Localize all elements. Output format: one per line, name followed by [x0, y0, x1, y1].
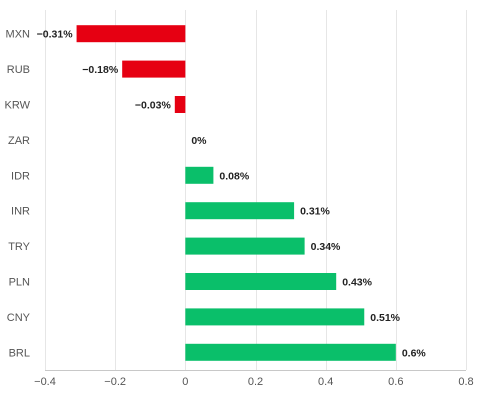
bar [185, 166, 214, 184]
category-label: KRW [5, 100, 31, 112]
category-label: MXN [6, 29, 31, 41]
data-label: 0.34% [311, 241, 341, 253]
bar [185, 343, 396, 361]
data-label: 0.51% [370, 312, 400, 324]
x-tick-label: 0.6 [388, 376, 403, 388]
bar [185, 273, 337, 290]
data-labels: −0.31% −0.18% −0.03% 0% 0.08% 0.31% 0.34% 0.43%… [37, 29, 427, 360]
x-tick-label: −0.2 [104, 376, 126, 388]
category-label: RUB [7, 64, 30, 76]
x-tick-label: 0.8 [458, 376, 473, 388]
value-axis: −0.4 −0.2 0 0.2 0.4 0.6 0.8 [34, 370, 474, 388]
data-label: −0.03% [135, 100, 172, 112]
x-tick-label: 0.4 [318, 376, 333, 388]
x-tick-label: 0 [182, 376, 188, 388]
bar [76, 25, 186, 43]
category-label: TRY [8, 241, 30, 253]
category-label: INR [11, 206, 30, 218]
x-tick-label: −0.4 [34, 376, 56, 388]
category-label: ZAR [8, 135, 30, 147]
bar [185, 237, 305, 255]
category-label: IDR [11, 170, 30, 182]
x-tick-label: 0.2 [248, 376, 263, 388]
bar [122, 60, 186, 78]
data-label: −0.31% [37, 29, 74, 41]
bar [185, 308, 365, 326]
bar [185, 202, 295, 220]
grid-lines [45, 10, 467, 370]
category-label: BRL [9, 347, 30, 359]
data-label: 0.08% [219, 170, 249, 182]
bar [174, 96, 186, 113]
data-label: 0.43% [342, 277, 372, 289]
data-label: 0.31% [300, 206, 330, 218]
category-axis: MXN RUB KRW ZAR IDR INR TRY PLN CNY BRL [5, 29, 31, 360]
data-label: 0% [191, 135, 207, 147]
data-label: −0.18% [82, 64, 119, 76]
category-label: PLN [9, 277, 30, 289]
category-label: CNY [7, 312, 31, 324]
bars [76, 25, 396, 361]
data-label: 0.6% [402, 347, 427, 359]
